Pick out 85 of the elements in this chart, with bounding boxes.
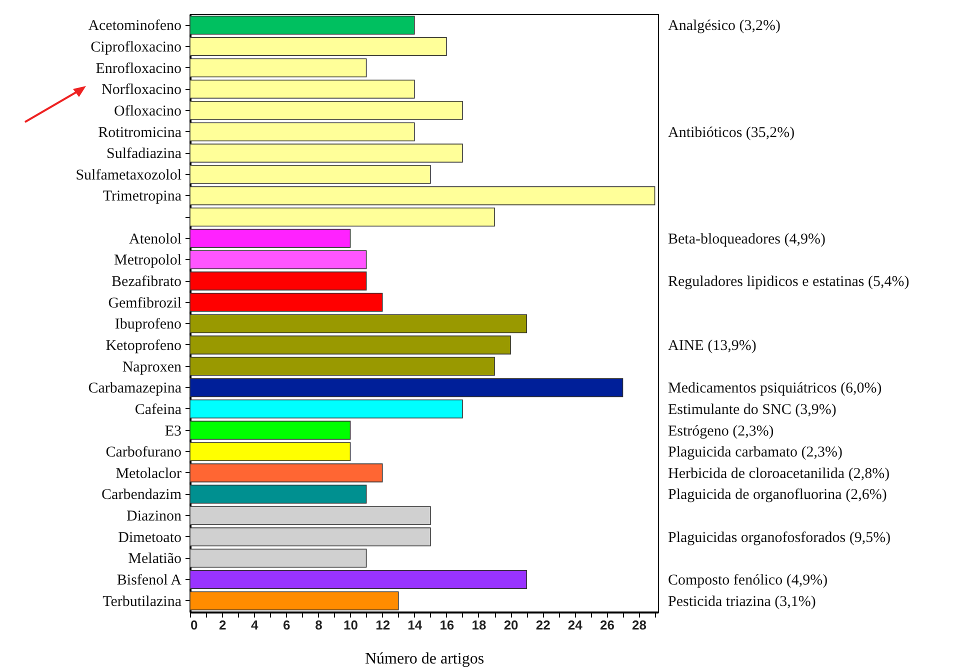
y-tick-label: Sulfametaxozolol xyxy=(76,167,182,184)
y-tick-label: Ofloxacino xyxy=(114,103,182,120)
bar xyxy=(190,336,511,354)
bar xyxy=(190,356,495,376)
x-tick-label: 10 xyxy=(344,618,358,632)
bar xyxy=(190,591,399,610)
y-tick-label: Bezafibrato xyxy=(112,274,182,290)
y-tick-label: Ciprofloxacino xyxy=(90,40,182,56)
text: Analgésico (3,2%) xyxy=(668,18,780,34)
y-tick-label: Melatião xyxy=(128,551,182,568)
y-tick-label: Norfloxacino xyxy=(102,82,182,98)
x-tick-label: 0 xyxy=(190,618,198,632)
x-tick-label: 18 xyxy=(472,618,486,632)
bar xyxy=(190,272,367,290)
x-tick-label: 6 xyxy=(283,618,290,632)
x-tick-label: 2 xyxy=(218,618,226,632)
text: Antibióticos (35,2%) xyxy=(668,124,795,141)
text: Pesticida triazina (3,1%) xyxy=(668,594,816,610)
text: Plaguicida de organofluorina (2,6%) xyxy=(668,487,887,504)
bar xyxy=(190,122,415,142)
bar xyxy=(190,506,431,525)
bar xyxy=(190,16,415,35)
x-axis-title: Número de artigos xyxy=(364,650,484,668)
bar xyxy=(190,420,351,440)
text: Medicamentos psiquiátricos (6,0%) xyxy=(668,380,882,397)
x-tick-label: 14 xyxy=(408,618,423,632)
y-tick-label: Carbendazim xyxy=(102,487,182,504)
y-tick-label: Ibuprofeno xyxy=(114,316,182,333)
x-tick-label: 26 xyxy=(600,618,614,632)
y-tick-label: Sulfadiazina xyxy=(106,146,182,162)
bar xyxy=(190,164,431,184)
y-tick-label: Metolaclor xyxy=(116,466,182,482)
x-tick-label: 20 xyxy=(504,618,518,632)
y-tick-label: Rotitromicina xyxy=(98,124,182,141)
y-tick-label: Metropolol xyxy=(114,252,182,269)
bar xyxy=(190,101,463,120)
y-tick-label: Bisfenol A xyxy=(116,572,182,588)
text: Plaguicidas organofosforados (9,5%) xyxy=(668,530,891,546)
y-tick-label: Diazinon xyxy=(126,508,182,525)
y-tick-label: Carbofurano xyxy=(106,444,182,461)
x-tick-label: 22 xyxy=(536,618,550,632)
bar xyxy=(190,80,415,99)
bar xyxy=(190,527,431,546)
text: Beta-bloqueadores (4,9%) xyxy=(668,231,826,248)
y-tick-label: Trimetropina xyxy=(102,188,182,205)
bar xyxy=(190,144,463,163)
bar xyxy=(190,463,383,482)
bar xyxy=(190,399,463,418)
text: Estrógeno (2,3%) xyxy=(668,423,774,440)
text: Reguladores lipidicos e estatinas (5,4%) xyxy=(668,274,910,290)
bar xyxy=(190,570,527,589)
y-tick-label: Naproxen xyxy=(122,359,182,376)
x-tick-label: 8 xyxy=(315,618,322,632)
bar xyxy=(190,228,351,248)
bar xyxy=(190,548,367,568)
y-tick-label: Gemfibrozil xyxy=(108,295,182,312)
y-tick-label: Acetominofeno xyxy=(88,18,182,34)
y-tick-label: Cafeina xyxy=(134,402,182,418)
bar xyxy=(190,378,624,398)
text: Herbicida de cloroacetanilida (2,8%) xyxy=(668,466,890,482)
y-tick-label: Carbamazepina xyxy=(88,380,182,397)
text: AINE (13,9%) xyxy=(668,338,756,354)
bar xyxy=(190,314,527,334)
x-tick-label: 28 xyxy=(632,618,646,632)
text: Estimulante do SNC (3,9%) xyxy=(668,402,836,418)
y-tick-label: Enrofloxacino xyxy=(96,60,182,77)
bar xyxy=(190,250,367,270)
y-tick-label: Dimetoato xyxy=(118,530,182,546)
bar xyxy=(190,484,367,504)
y-tick-label: Ketoprofeno xyxy=(106,338,182,354)
y-tick-label: E3 xyxy=(164,423,182,440)
bar xyxy=(190,58,367,78)
bar xyxy=(190,442,351,462)
x-tick-label: 12 xyxy=(376,618,390,632)
bar xyxy=(190,186,656,206)
y-tick-label: Atenolol xyxy=(129,231,182,248)
bar xyxy=(190,37,447,56)
x-tick-label: 16 xyxy=(440,618,454,632)
bar xyxy=(190,292,383,312)
x-tick-label: 24 xyxy=(568,618,584,632)
y-tick-label: Terbutilazina xyxy=(102,594,182,610)
bar xyxy=(190,208,495,227)
text: Composto fenólico (4,9%) xyxy=(668,572,828,588)
x-tick-label: 4 xyxy=(250,618,259,632)
text: Plaguicida carbamato (2,3%) xyxy=(668,444,843,461)
